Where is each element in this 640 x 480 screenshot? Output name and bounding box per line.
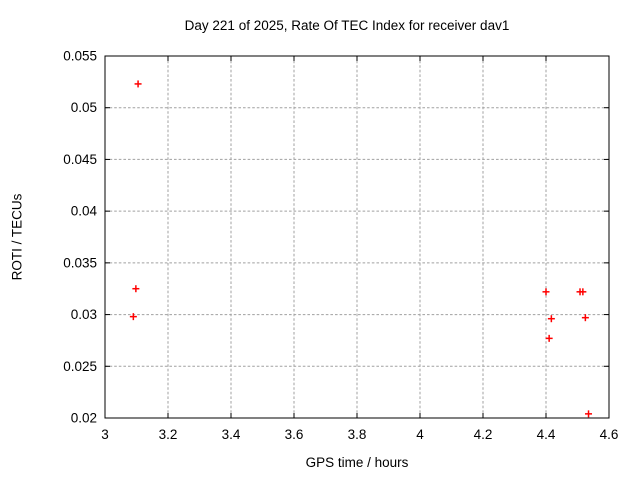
x-tick-label: 4 <box>416 427 424 442</box>
y-tick-label: 0.025 <box>63 359 97 374</box>
y-tick-label: 0.045 <box>63 152 97 167</box>
x-tick-label: 3.8 <box>348 427 367 442</box>
x-axis-label: GPS time / hours <box>305 455 409 470</box>
x-tick-label: 3.2 <box>159 427 178 442</box>
y-tick-label: 0.02 <box>71 411 97 426</box>
y-tick-label: 0.05 <box>71 100 97 115</box>
y-tick-label: 0.055 <box>63 49 97 64</box>
x-tick-label: 4.6 <box>600 427 619 442</box>
x-tick-label: 3.6 <box>285 427 304 442</box>
y-tick-label: 0.04 <box>71 204 98 219</box>
y-tick-label: 0.035 <box>63 255 97 270</box>
x-tick-label: 4.4 <box>537 427 556 442</box>
x-tick-label: 3 <box>101 427 109 442</box>
chart-title: Day 221 of 2025, Rate Of TEC Index for r… <box>184 18 510 33</box>
y-tick-label: 0.03 <box>71 307 97 322</box>
x-tick-label: 3.4 <box>222 427 241 442</box>
x-tick-label: 4.2 <box>474 427 493 442</box>
